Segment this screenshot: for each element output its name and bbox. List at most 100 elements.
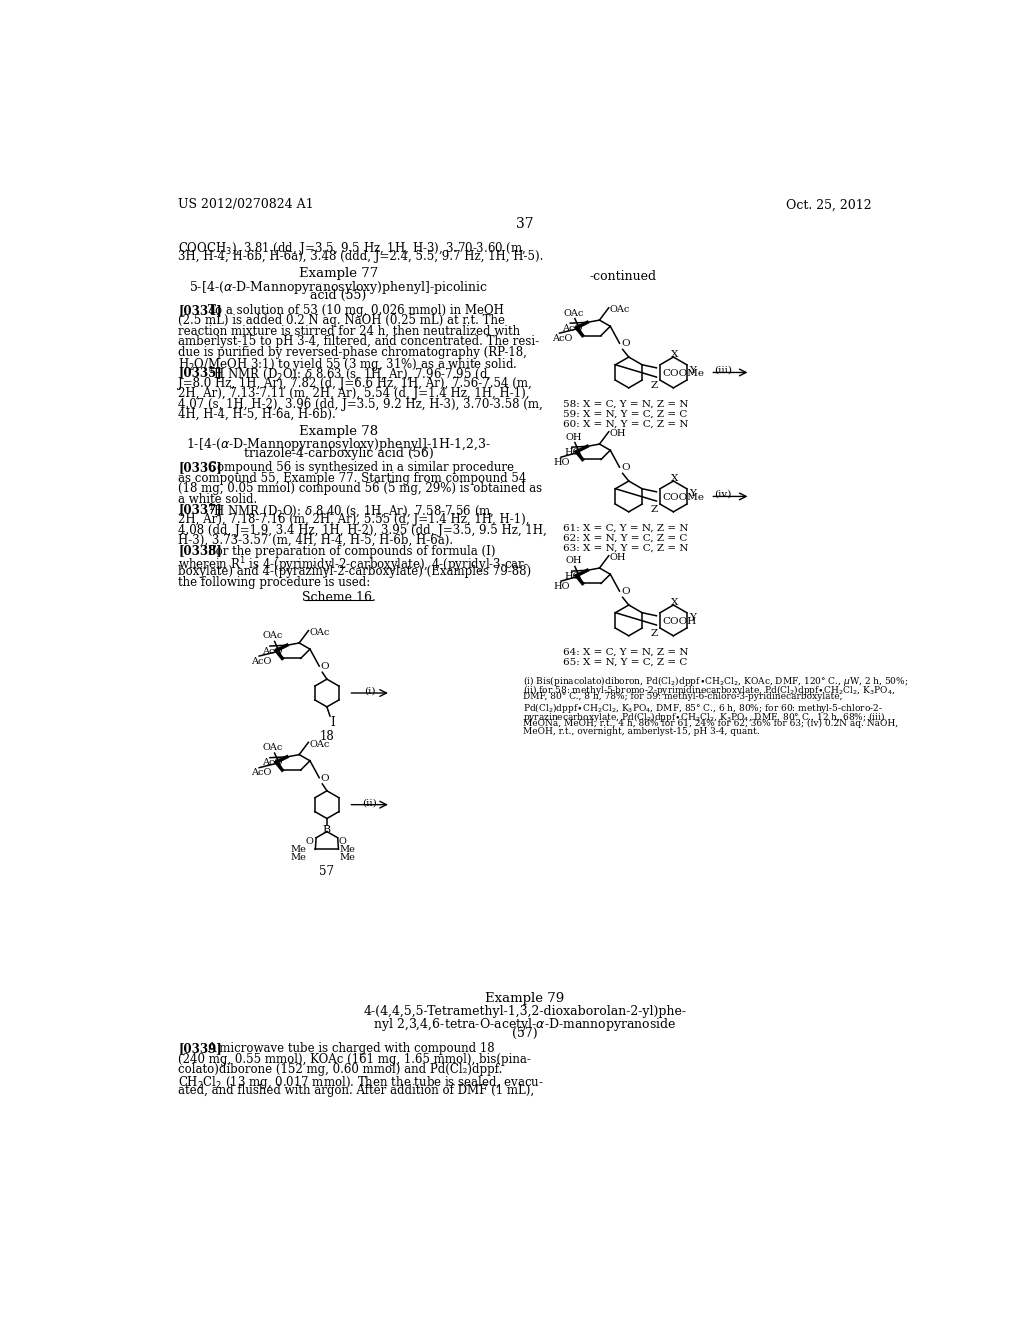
Text: ated, and flushed with argon. After addition of DMF (1 mL),: ated, and flushed with argon. After addi… [178, 1084, 535, 1097]
Text: For the preparation of compounds of formula (I): For the preparation of compounds of form… [208, 545, 495, 557]
Text: 57: 57 [319, 865, 335, 878]
Text: Y: Y [689, 614, 696, 623]
Text: OAc: OAc [563, 309, 584, 318]
Text: Me: Me [290, 846, 306, 854]
Text: OH: OH [565, 557, 582, 565]
Text: amberlyst-15 to pH 3-4, filtered, and concentrated. The resi-: amberlyst-15 to pH 3-4, filtered, and co… [178, 335, 540, 348]
Text: Example 77: Example 77 [299, 267, 378, 280]
Text: 61: X = C, Y = N, Z = N: 61: X = C, Y = N, Z = N [563, 524, 689, 532]
Text: 4H, H-4, H-5, H-6a, H-6b).: 4H, H-4, H-5, H-6a, H-6b). [178, 408, 336, 421]
Text: O: O [321, 774, 330, 783]
Text: (ii): (ii) [362, 799, 377, 808]
Text: -continued: -continued [590, 271, 657, 282]
Text: 64: X = C, Y = N, Z = N: 64: X = C, Y = N, Z = N [563, 647, 689, 656]
Text: O: O [306, 837, 313, 846]
Text: 4.07 (s, 1H, H-2), 3.96 (dd, J=3.5, 9.2 Hz, H-3), 3.70-3.58 (m,: 4.07 (s, 1H, H-2), 3.96 (dd, J=3.5, 9.2 … [178, 397, 543, 411]
Text: 60: X = N, Y = C, Z = N: 60: X = N, Y = C, Z = N [563, 420, 689, 429]
Text: HO: HO [553, 582, 569, 591]
Text: (240 mg, 0.55 mmol), KOAc (161 mg, 1.65 mmol), bis(pina-: (240 mg, 0.55 mmol), KOAc (161 mg, 1.65 … [178, 1053, 531, 1065]
Text: O: O [621, 339, 630, 348]
Text: OAc: OAc [309, 741, 330, 748]
Text: due is purified by reversed-phase chromatography (RP-18,: due is purified by reversed-phase chroma… [178, 346, 527, 359]
Text: AcO: AcO [252, 657, 271, 665]
Text: AcO: AcO [552, 334, 572, 343]
Text: Example 79: Example 79 [485, 991, 564, 1005]
Text: $^1$H NMR (D$_2$O): $\delta$ 8.40 (s, 1H, Ar), 7.58-7.56 (m,: $^1$H NMR (D$_2$O): $\delta$ 8.40 (s, 1H… [208, 503, 494, 521]
Text: Z: Z [650, 381, 657, 389]
Text: reaction mixture is stirred for 24 h, then neutralized with: reaction mixture is stirred for 24 h, th… [178, 325, 520, 338]
Text: [0337]: [0337] [178, 503, 222, 516]
Text: COOH: COOH [663, 616, 696, 626]
Text: COOCH$_3$), 3.81 (dd, J=3.5, 9.5 Hz, 1H, H-3), 3.70-3.60 (m,: COOCH$_3$), 3.81 (dd, J=3.5, 9.5 Hz, 1H,… [178, 240, 526, 257]
Text: B: B [323, 825, 331, 834]
Text: OH: OH [565, 433, 582, 441]
Text: Oct. 25, 2012: Oct. 25, 2012 [785, 198, 871, 211]
Text: 4-(4,4,5,5-Tetramethyl-1,3,2-dioxaborolan-2-yl)phe-: 4-(4,4,5,5-Tetramethyl-1,3,2-dioxaborola… [364, 1006, 686, 1019]
Text: OH: OH [609, 429, 626, 438]
Text: a white solid.: a white solid. [178, 492, 258, 506]
Text: 4.08 (dd, J=1.9, 3.4 Hz, 1H, H-2), 3.95 (dd, J=3.5, 9.5 Hz, 1H,: 4.08 (dd, J=1.9, 3.4 Hz, 1H, H-2), 3.95 … [178, 524, 547, 537]
Text: J=8.0 Hz, 1H, Ar), 7.82 (d, J=6.6 Hz, 1H, Ar), 7.56-7.54 (m,: J=8.0 Hz, 1H, Ar), 7.82 (d, J=6.6 Hz, 1H… [178, 376, 532, 389]
Text: acid (55): acid (55) [310, 289, 367, 302]
Text: nyl 2,3,4,6-tetra-O-acetyl-$\alpha$-D-mannopyranoside: nyl 2,3,4,6-tetra-O-acetyl-$\alpha$-D-ma… [373, 1016, 677, 1034]
Text: MeONa, MeOH, r.t., 4 h, 86% for 61, 24% for 62, 36% for 63; (iv) 0.2N aq. NaOH,: MeONa, MeOH, r.t., 4 h, 86% for 61, 24% … [523, 718, 898, 727]
Text: 58: X = C, Y = N, Z = N: 58: X = C, Y = N, Z = N [563, 400, 689, 408]
Text: 5-[4-($\alpha$-D-Mannopyranosyloxy)phenyl]-picolinic: 5-[4-($\alpha$-D-Mannopyranosyloxy)pheny… [188, 279, 488, 296]
Text: MeOH, r.t., overnight, amberlyst-15, pH 3-4, quant.: MeOH, r.t., overnight, amberlyst-15, pH … [523, 727, 760, 737]
Text: O: O [621, 463, 630, 473]
Text: boxylate) and 4-(pyrazinyl-2-carboxylate) (Examples 79-88): boxylate) and 4-(pyrazinyl-2-carboxylate… [178, 565, 531, 578]
Text: CH$_2$Cl$_2$ (13 mg, 0.017 mmol). Then the tube is sealed, evacu-: CH$_2$Cl$_2$ (13 mg, 0.017 mmol). Then t… [178, 1073, 544, 1090]
Text: 1-[4-($\alpha$-D-Mannopyranosyloxy)phenyl]-1H-1,2,3-: 1-[4-($\alpha$-D-Mannopyranosyloxy)pheny… [186, 437, 490, 454]
Text: HO: HO [564, 572, 581, 581]
Text: US 2012/0270824 A1: US 2012/0270824 A1 [178, 198, 314, 211]
Text: wherein R$^1$ is 4-(pyrimidyl-2-carboxylate), 4-(pyridyl-3-car-: wherein R$^1$ is 4-(pyrimidyl-2-carboxyl… [178, 554, 529, 574]
Text: (ii) for 58: methyl-5-bromo-2-pyrimidinecarboxylate, Pd(Cl$_2$)dppf$\bullet$CH$_: (ii) for 58: methyl-5-bromo-2-pyrimidine… [523, 684, 896, 697]
Text: I: I [331, 717, 336, 729]
Text: as compound 55, Example 77. Starting from compound 54: as compound 55, Example 77. Starting fro… [178, 471, 526, 484]
Text: (iv): (iv) [714, 490, 731, 499]
Text: HO: HO [553, 458, 569, 467]
Text: 2H, Ar), 7.13-7.11 (m, 2H, Ar), 5.54 (d, J=1.4 Hz, 1H, H-1),: 2H, Ar), 7.13-7.11 (m, 2H, Ar), 5.54 (d,… [178, 387, 529, 400]
Text: the following procedure is used:: the following procedure is used: [178, 576, 371, 589]
Text: HO: HO [564, 447, 581, 457]
Text: O: O [321, 663, 330, 671]
Text: OAc: OAc [263, 631, 284, 640]
Text: X: X [671, 598, 678, 607]
Text: 2H, Ar), 7.18-7.16 (m, 2H, Ar), 5.55 (d, J=1.4 Hz, 1H, H-1),: 2H, Ar), 7.18-7.16 (m, 2H, Ar), 5.55 (d,… [178, 513, 529, 527]
Text: COOMe: COOMe [663, 492, 705, 502]
Text: A microwave tube is charged with compound 18: A microwave tube is charged with compoun… [208, 1043, 496, 1056]
Text: $^1$H NMR (D$_2$O): $\delta$ 8.63 (s, 1H, Ar), 7.96-7.95 (d,: $^1$H NMR (D$_2$O): $\delta$ 8.63 (s, 1H… [208, 367, 490, 384]
Text: Me: Me [339, 846, 355, 854]
Text: X: X [671, 474, 678, 483]
Text: H$_2$O/MeOH 3:1) to yield 55 (3 mg, 31%) as a white solid.: H$_2$O/MeOH 3:1) to yield 55 (3 mg, 31%)… [178, 356, 518, 374]
Text: DMF, 80° C., 8 h, 78%; for 59: methyl-6-chloro-3-pyridinecarboxylate,: DMF, 80° C., 8 h, 78%; for 59: methyl-6-… [523, 692, 843, 701]
Text: To a solution of 53 (10 mg, 0.026 mmol) in MeOH: To a solution of 53 (10 mg, 0.026 mmol) … [208, 304, 504, 317]
Text: O: O [621, 587, 630, 597]
Text: AcO: AcO [562, 323, 583, 333]
Text: 37: 37 [516, 216, 534, 231]
Text: [0334]: [0334] [178, 304, 222, 317]
Text: Pd(Cl$_2$)dppf$\bullet$CH$_2$Cl$_2$, K$_3$PO$_4$, DMF, 85° C., 6 h, 80%; for 60:: Pd(Cl$_2$)dppf$\bullet$CH$_2$Cl$_2$, K$_… [523, 701, 883, 715]
Text: [0338]: [0338] [178, 545, 222, 557]
Text: Me: Me [339, 853, 355, 862]
Text: colato)diborone (152 mg, 0.60 mmol) and Pd(Cl₂)dppf.: colato)diborone (152 mg, 0.60 mmol) and … [178, 1063, 503, 1076]
Text: Z: Z [650, 628, 657, 638]
Text: (2.5 mL) is added 0.2 N aq. NaOH (0.25 mL) at r.t. The: (2.5 mL) is added 0.2 N aq. NaOH (0.25 m… [178, 314, 505, 327]
Text: 18: 18 [319, 730, 334, 743]
Text: [0339]: [0339] [178, 1043, 222, 1056]
Text: AcO: AcO [252, 768, 271, 777]
Text: triazole-4-carboxylic acid (56): triazole-4-carboxylic acid (56) [244, 447, 433, 459]
Text: OH: OH [609, 553, 626, 562]
Text: (i) Bis(pinacolato)diboron, Pd(Cl$_2$)dppf$\bullet$CH$_2$Cl$_2$, KOAc, DMF, 120°: (i) Bis(pinacolato)diboron, Pd(Cl$_2$)dp… [523, 675, 908, 688]
Text: Me: Me [290, 853, 306, 862]
Text: Scheme 16.: Scheme 16. [301, 591, 376, 605]
Text: H-3), 3.73-3.57 (m, 4H, H-4, H-5, H-6b, H-6a).: H-3), 3.73-3.57 (m, 4H, H-4, H-5, H-6b, … [178, 535, 454, 548]
Text: AcO: AcO [262, 647, 283, 656]
Text: (57): (57) [512, 1027, 538, 1040]
Text: OAc: OAc [309, 628, 330, 638]
Text: COOMe: COOMe [663, 368, 705, 378]
Text: [0335]: [0335] [178, 367, 222, 379]
Text: O: O [339, 837, 346, 846]
Text: Compound 56 is synthesized in a similar procedure: Compound 56 is synthesized in a similar … [208, 462, 514, 474]
Text: X: X [671, 350, 678, 359]
